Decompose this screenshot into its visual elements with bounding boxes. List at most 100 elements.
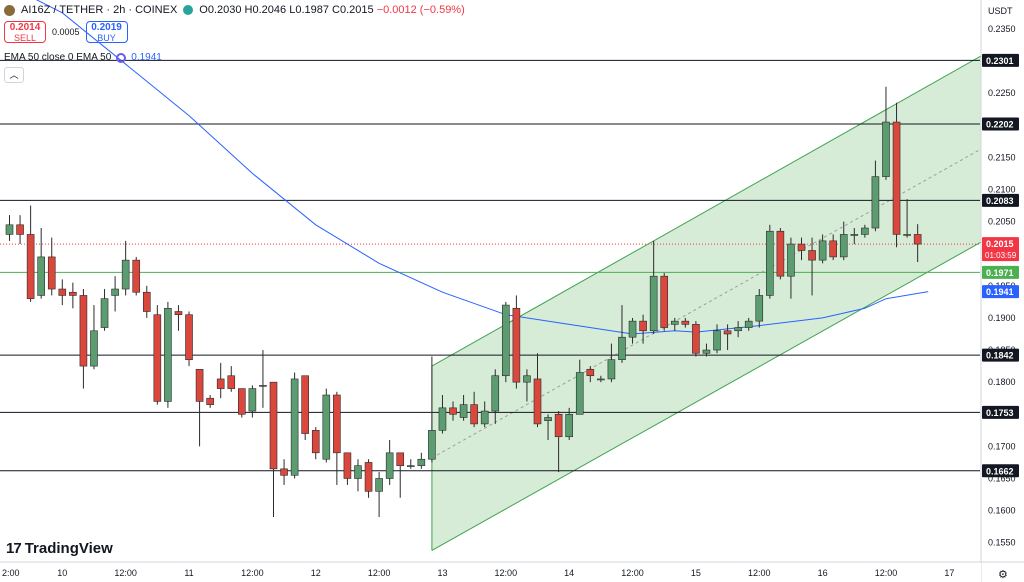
- candle-body: [554, 413, 563, 438]
- candle: [903, 199, 911, 238]
- candle-body: [692, 324, 700, 354]
- candle: [90, 305, 98, 370]
- candle: [607, 343, 616, 383]
- candle: [216, 362, 225, 399]
- candle-body: [512, 307, 521, 383]
- candle-body: [776, 230, 785, 277]
- indicator-label: EMA 50 close 0 EMA 50: [4, 52, 112, 63]
- level-price-tag-bg: [982, 117, 1019, 131]
- green-level-tag-bg: [982, 265, 1019, 279]
- candle: [523, 369, 531, 402]
- candle: [206, 395, 214, 408]
- buy-button[interactable]: 0.2019 BUY: [85, 21, 128, 43]
- x-tick-label: 12:00: [748, 568, 771, 578]
- indicator-legend[interactable]: EMA 50 close 0 EMA 50 0.1941: [4, 52, 162, 63]
- candle: [121, 240, 130, 296]
- candle-body: [797, 243, 806, 251]
- candle: [861, 224, 869, 238]
- candle: [248, 385, 257, 418]
- candle-body: [575, 372, 584, 415]
- tradingview-logo: 17 TradingView: [6, 540, 113, 557]
- candle-body: [90, 330, 98, 367]
- candle-body: [755, 295, 764, 322]
- candle: [5, 215, 14, 241]
- gear-icon[interactable]: ⚙: [998, 569, 1008, 581]
- y-tick-label: 0.2050: [988, 217, 1016, 227]
- candle-body: [185, 314, 193, 360]
- candle-body: [491, 375, 500, 412]
- x-tick-label: 16: [818, 568, 828, 578]
- candle: [829, 234, 837, 261]
- candle: [69, 282, 77, 309]
- x-tick-label: 12:00: [114, 568, 137, 578]
- close-value: C0.2015: [332, 4, 374, 16]
- ema50-line: [35, 0, 929, 335]
- candle: [681, 317, 690, 328]
- candle: [808, 237, 816, 296]
- indicator-settings-icon[interactable]: [116, 52, 127, 63]
- candle: [649, 240, 658, 334]
- candle: [797, 237, 806, 261]
- candle-body: [438, 407, 447, 431]
- candle-body: [480, 410, 489, 425]
- candle-body: [670, 320, 679, 325]
- candle: [364, 459, 373, 498]
- candle: [702, 343, 711, 357]
- candle: [37, 228, 45, 299]
- candle: [174, 305, 183, 331]
- candle-body: [37, 256, 45, 296]
- symbol-title[interactable]: AI16Z / TETHER · 2h · COINEX: [21, 4, 178, 16]
- candle-body: [660, 275, 669, 328]
- high-value: H0.2046: [244, 4, 287, 16]
- x-tick-label: 11: [184, 568, 193, 578]
- candle: [195, 369, 204, 447]
- currency-label[interactable]: USDT: [988, 6, 1013, 16]
- candle: [480, 401, 489, 428]
- candle-body: [428, 430, 436, 460]
- candle: [512, 295, 521, 389]
- spread-value: 0.0005: [52, 27, 80, 37]
- candle: [164, 301, 172, 408]
- candle-body: [544, 417, 552, 421]
- candle-body: [385, 452, 394, 479]
- candle: [913, 224, 922, 263]
- y-tick-label: 0.1650: [988, 474, 1016, 484]
- x-tick-label: 12:00: [495, 568, 518, 578]
- candle-body: [69, 291, 77, 296]
- candle-body: [565, 413, 573, 438]
- candle-body: [132, 259, 141, 293]
- candle-body: [301, 375, 309, 434]
- candle-body: [533, 378, 542, 425]
- candle-body: [502, 304, 510, 377]
- candle-body: [269, 381, 278, 470]
- candle: [396, 452, 405, 498]
- level-price-tag: 0.2202: [986, 119, 1014, 129]
- candle: [882, 86, 890, 180]
- y-tick-label: 0.2250: [988, 88, 1016, 98]
- candle: [185, 311, 193, 367]
- candle: [670, 317, 679, 331]
- x-tick-label: 12: [311, 568, 321, 578]
- candle-body: [238, 388, 246, 415]
- y-tick-label: 0.1700: [988, 441, 1016, 451]
- candle-body: [58, 288, 67, 296]
- candle-body: [417, 458, 426, 466]
- candle: [375, 472, 383, 518]
- candle-body: [354, 465, 362, 479]
- candle: [406, 459, 415, 469]
- candle: [280, 459, 288, 485]
- candle-body: [649, 275, 658, 332]
- level-price-tag: 0.2083: [986, 196, 1014, 206]
- candle-body: [829, 240, 837, 258]
- candle-body: [227, 375, 236, 389]
- collapse-legend-chevron-up-icon[interactable]: ︿: [4, 67, 24, 83]
- candle-body: [333, 394, 341, 454]
- indicator-value: 0.1941: [131, 52, 162, 63]
- candle: [660, 272, 669, 331]
- candle: [459, 395, 468, 421]
- level-price-tag-bg: [982, 464, 1019, 478]
- sell-button[interactable]: 0.2014 SELL: [4, 21, 46, 43]
- sell-price: 0.2014: [9, 22, 41, 33]
- candle: [132, 256, 141, 296]
